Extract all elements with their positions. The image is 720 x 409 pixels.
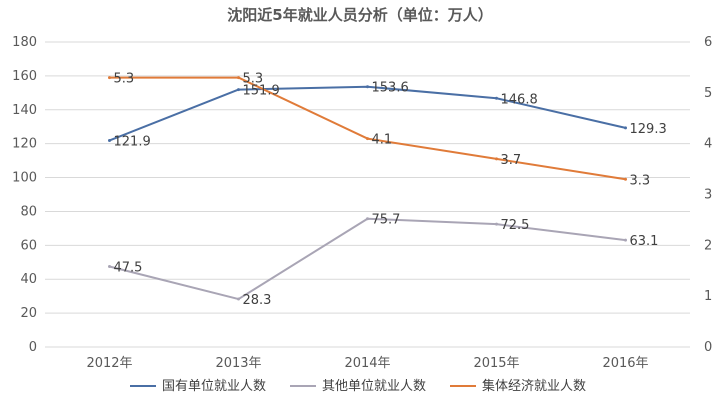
left-axis-tick-label: 120 — [12, 137, 37, 152]
left-axis-tick-label: 80 — [20, 204, 37, 219]
data-point — [366, 137, 369, 141]
data-label: 28.3 — [243, 293, 272, 308]
series-lines — [108, 76, 627, 301]
left-axis-tick-label: 100 — [12, 171, 37, 186]
right-axis-tick-label: 6 — [704, 35, 712, 50]
data-label: 47.5 — [114, 261, 143, 276]
x-axis-category-label: 2016年 — [602, 356, 648, 371]
data-point — [495, 157, 498, 161]
data-point — [108, 138, 111, 142]
data-label: 72.5 — [501, 218, 530, 233]
data-label: 4.1 — [372, 133, 393, 148]
data-label: 151.9 — [243, 84, 280, 99]
data-point — [624, 126, 627, 130]
data-point — [237, 88, 240, 92]
data-labels: 121.9 151.9 153.6 146.8 129.3 47.5 28.3 75.7 72.… — [114, 72, 667, 308]
data-label: 153.6 — [372, 81, 409, 96]
right-axis-tick-label: 1 — [704, 289, 712, 304]
data-point — [108, 265, 111, 269]
left-axis-tick-label: 140 — [12, 103, 37, 118]
data-point — [366, 85, 369, 89]
chart-title: 沈阳近5年就业人员分析（单位：万人） — [227, 6, 492, 24]
left-axis-tick-label: 180 — [12, 35, 37, 50]
right-axis-tick-label: 4 — [704, 137, 712, 152]
right-axis-tick-label: 3 — [704, 188, 712, 203]
right-y-axis: 0 1 2 3 4 5 6 — [704, 35, 712, 355]
x-axis-category-label: 2012年 — [86, 356, 132, 371]
x-axis: 2012年 2013年 2014年 2015年 2016年 — [86, 356, 648, 371]
legend: 国有单位就业人数 其他单位就业人数 集体经济就业人数 — [130, 378, 586, 394]
x-axis-category-label: 2015年 — [473, 356, 519, 371]
data-label: 3.3 — [630, 173, 651, 188]
data-point — [624, 238, 627, 242]
x-axis-category-label: 2014年 — [344, 356, 390, 371]
data-label: 5.3 — [243, 72, 264, 87]
data-label: 63.1 — [630, 234, 659, 249]
left-y-axis: 0 20 40 60 80 100 120 140 160 180 — [12, 35, 37, 355]
data-point — [495, 96, 498, 100]
left-axis-tick-label: 160 — [12, 69, 37, 84]
left-axis-tick-label: 60 — [20, 238, 37, 253]
data-label: 75.7 — [372, 213, 401, 228]
right-axis-tick-label: 5 — [704, 86, 712, 101]
data-point — [237, 297, 240, 301]
left-axis-tick-label: 0 — [29, 340, 37, 355]
data-point — [624, 177, 627, 181]
legend-entry-label: 其他单位就业人数 — [322, 379, 426, 394]
data-point — [237, 76, 240, 80]
data-label: 3.7 — [501, 153, 522, 168]
data-point — [108, 76, 111, 80]
series-line — [109, 217, 626, 301]
series-line — [109, 85, 626, 142]
data-point — [495, 222, 498, 226]
data-label: 129.3 — [630, 122, 667, 137]
data-label: 5.3 — [114, 72, 135, 87]
gridlines — [45, 41, 690, 348]
data-point — [366, 217, 369, 221]
right-axis-tick-label: 2 — [704, 238, 712, 253]
data-label: 146.8 — [501, 92, 538, 107]
right-axis-tick-label: 0 — [704, 340, 712, 355]
x-axis-category-label: 2013年 — [215, 356, 261, 371]
legend-entry-label: 集体经济就业人数 — [482, 378, 586, 394]
left-axis-tick-label: 20 — [20, 306, 37, 321]
legend-entry-label: 国有单位就业人数 — [162, 379, 266, 394]
data-label: 121.9 — [114, 134, 151, 149]
series-line — [109, 76, 626, 181]
left-axis-tick-label: 40 — [20, 272, 37, 287]
